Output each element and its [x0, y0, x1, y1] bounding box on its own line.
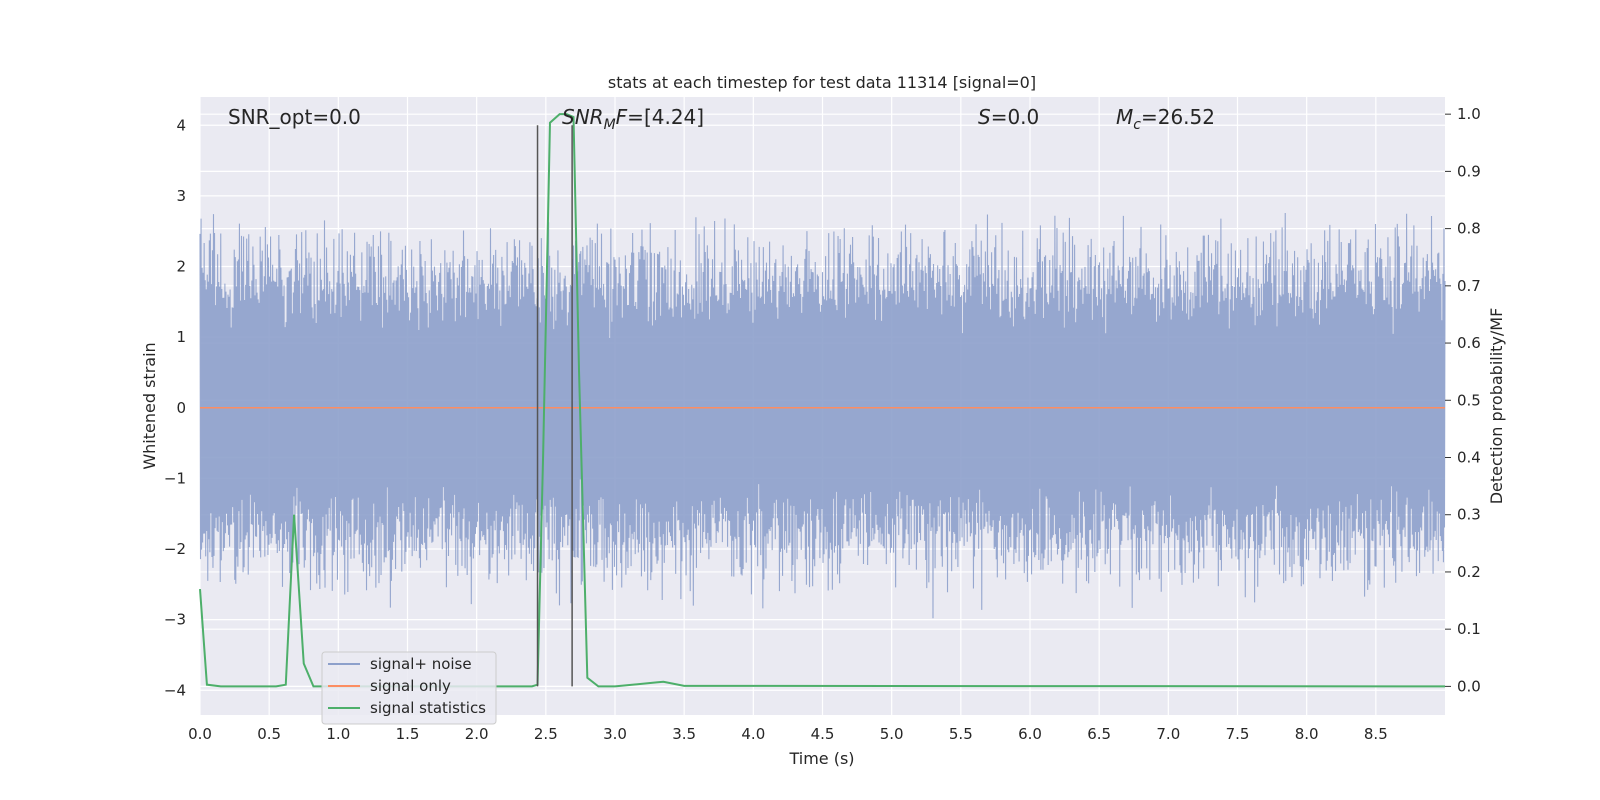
y-tick-label-right: 0.2 [1457, 563, 1481, 581]
annotation-snr-opt: SNR_opt=0.0 [228, 105, 361, 129]
x-tick-label: 1.5 [396, 725, 420, 743]
y-tick-label-right: 0.7 [1457, 277, 1481, 295]
y-tick-label-left: 0 [176, 399, 186, 417]
y-tick-label-left: −2 [164, 540, 186, 558]
y-tick-label-right: 0.8 [1457, 220, 1481, 238]
x-tick-label: 0.5 [257, 725, 281, 743]
y-tick-label-right: 0.0 [1457, 677, 1481, 695]
x-tick-label: 3.5 [672, 725, 696, 743]
x-tick-label: 8.5 [1364, 725, 1388, 743]
x-tick-label: 4.0 [741, 725, 765, 743]
y-tick-label-right: 0.3 [1457, 506, 1481, 524]
x-tick-label: 1.0 [326, 725, 350, 743]
vertical-markers [536, 125, 573, 687]
x-tick-label: 6.5 [1087, 725, 1111, 743]
series-lines [199, 113, 1446, 688]
y-tick-label-left: −4 [164, 681, 186, 699]
y-axis-label-right: Detection probability/MF [1487, 308, 1506, 505]
legend-label-signal-plus-noise: signal+ noise [370, 655, 472, 673]
legend-box [321, 651, 497, 725]
legend-label-signal-only: signal only [370, 677, 451, 695]
y-tick-label-left: 2 [176, 258, 186, 276]
x-tick-label: 6.0 [1018, 725, 1042, 743]
y-tick-label-right: 0.5 [1457, 391, 1481, 409]
x-tick-label: 8.0 [1295, 725, 1319, 743]
series-line-signal-plus-noise [199, 213, 1446, 619]
series-signal-plus-noise [199, 213, 1446, 619]
y-tick-label-left: −1 [164, 469, 186, 487]
y-tick-label-right: 0.1 [1457, 620, 1481, 638]
x-tick-label: 2.0 [465, 725, 489, 743]
x-tick-label: 5.5 [949, 725, 973, 743]
y-tick-label-left: −3 [164, 611, 186, 629]
x-tick-label: 3.0 [603, 725, 627, 743]
legend: signal+ noise signal only signal statist… [321, 651, 497, 725]
y-tick-label-right: 0.6 [1457, 334, 1481, 352]
x-tick-label: 4.5 [811, 725, 835, 743]
x-tick-label: 7.5 [1226, 725, 1250, 743]
y-tick-label-left: 4 [176, 116, 186, 134]
y-tick-label-right: 1.0 [1457, 105, 1481, 123]
x-tick-label: 2.5 [534, 725, 558, 743]
series-line-signal-statistics [199, 113, 1446, 688]
y-tick-label-right: 0.4 [1457, 449, 1481, 467]
y-tick-label-left: 3 [176, 187, 186, 205]
x-tick-label: 5.0 [880, 725, 904, 743]
x-tick-label: 0.0 [188, 725, 212, 743]
annotation-snr-mf: SNRMF=[4.24] [562, 105, 704, 133]
x-axis-label: Time (s) [788, 749, 854, 768]
y-tick-label-left: 1 [176, 328, 186, 346]
y-tick-label-right: 0.9 [1457, 162, 1481, 180]
chart-title: stats at each timestep for test data 113… [608, 73, 1036, 92]
annotation-s: S=0.0 [978, 105, 1039, 129]
tick-labels: 0.0 0.5 1.0 1.5 2.0 2.5 3.0 3.5 4.0 4.5 5.0 5.5 6.0 6… [164, 105, 1481, 743]
x-tick-label: 7.0 [1156, 725, 1180, 743]
annotation-mc: Mc=26.52 [1116, 105, 1215, 133]
y-axis-label-left: Whitened strain [140, 342, 159, 469]
legend-label-signal-statistics: signal statistics [370, 699, 486, 717]
